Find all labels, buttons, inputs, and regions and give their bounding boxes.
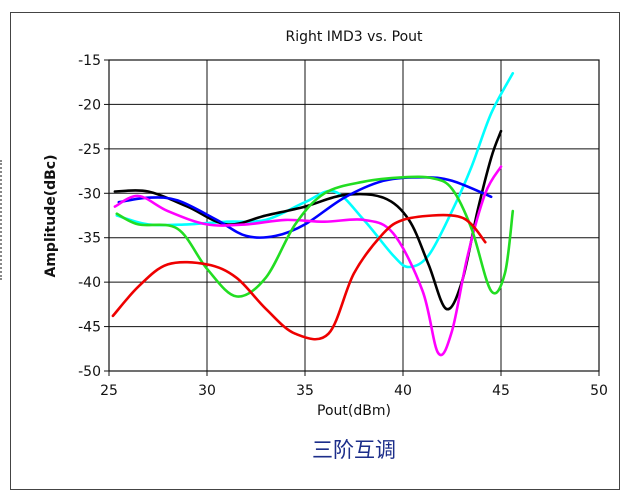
- series-line-5: [115, 175, 515, 298]
- y-tick-label: -50: [78, 364, 101, 380]
- grid-layer: [108, 59, 600, 372]
- plot-frame: [108, 59, 600, 372]
- series-layer: [111, 72, 515, 357]
- chart-caption: 三阶互调: [312, 438, 396, 462]
- y-tick-label: -40: [78, 275, 101, 291]
- x-tick-label: 35: [296, 383, 314, 399]
- left-edge-dotted-border: [0, 160, 8, 280]
- y-tick-label: -30: [78, 186, 101, 202]
- y-tick-label: -25: [78, 142, 101, 158]
- x-tick-label: 50: [590, 383, 608, 399]
- y-tick-label: -35: [78, 231, 101, 247]
- chart-panel: Right IMD3 vs. Pout 25 30 35 40 45 50 -50 -45 -4…: [10, 12, 620, 490]
- x-axis-label: Pout(dBm): [317, 403, 391, 419]
- chart-svg: Right IMD3 vs. Pout 25 30 35 40 45 50 -50 -45 -4…: [43, 29, 608, 462]
- y-tick-label: -15: [78, 53, 101, 69]
- x-tick-label: 30: [198, 383, 216, 399]
- x-tick-label: 25: [100, 383, 118, 399]
- x-tick-label: 40: [394, 383, 412, 399]
- series-line-6: [111, 213, 487, 341]
- tick-layer: 25 30 35 40 45 50 -50 -45 -40 -35 -30 -25 -20 -15: [78, 53, 608, 399]
- y-axis-label: Amplitude(dBc): [43, 154, 59, 277]
- x-tick-label: 45: [492, 383, 510, 399]
- y-tick-label: -20: [78, 97, 101, 113]
- y-tick-label: -45: [78, 320, 101, 336]
- chart-title: Right IMD3 vs. Pout: [285, 29, 423, 45]
- series-line-4: [113, 165, 503, 357]
